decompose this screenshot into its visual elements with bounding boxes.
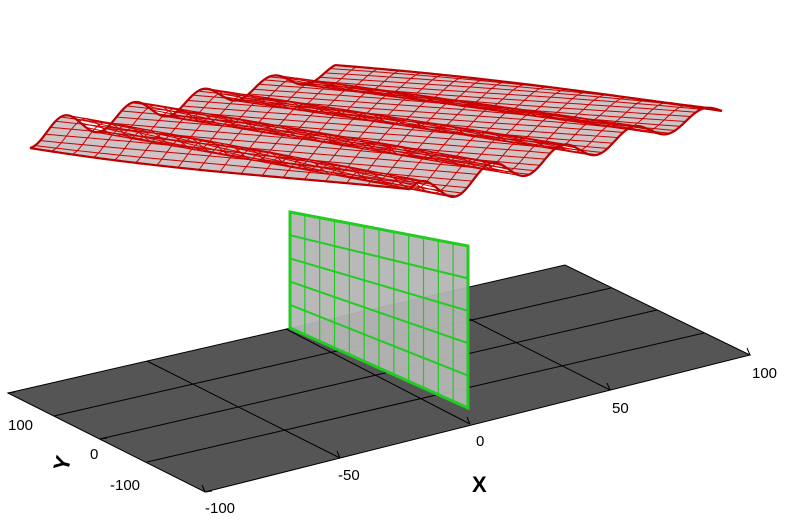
vertical-plane-mesh — [289, 214, 469, 402]
x-tick-label: -50 — [338, 467, 360, 484]
x-tick-label: 0 — [476, 433, 484, 450]
ground-grid-line — [146, 332, 705, 463]
ground-grid-line — [285, 328, 471, 425]
vertical-mesh-line — [289, 234, 469, 280]
surface-mesh-line — [309, 83, 697, 113]
ground-tick-marks — [7, 347, 751, 493]
surface-mesh-line — [243, 97, 629, 130]
ground-grid — [53, 287, 705, 463]
surface-edge — [29, 146, 411, 191]
surface-mesh-line — [319, 76, 707, 109]
vertical-mesh-line — [289, 280, 469, 345]
surface-mesh-line — [248, 93, 634, 127]
surface-mesh-line — [141, 102, 525, 177]
x-tick-mark — [336, 450, 341, 459]
surface-mesh-line — [314, 80, 702, 110]
surface-mesh-line — [90, 130, 473, 182]
surface-mesh-line — [299, 83, 686, 122]
x-tick-label: 100 — [752, 365, 777, 382]
x-axis-title: X — [472, 472, 487, 497]
surface-mesh-line — [65, 114, 447, 196]
surface-edge — [334, 63, 723, 113]
x-tick-mark — [606, 382, 611, 391]
surface-edge — [409, 106, 723, 198]
surface-mesh-line — [304, 84, 691, 118]
surface-mesh-line — [167, 115, 551, 154]
surface-mesh-line — [172, 114, 556, 149]
x-tick-mark — [746, 347, 751, 356]
vertical-plane — [288, 210, 470, 411]
y-tick-mark — [99, 437, 108, 440]
vertical-mesh-line — [289, 303, 469, 377]
surface-mesh-line — [101, 131, 483, 169]
x-tick-mark — [466, 416, 471, 425]
ground-grid-line — [146, 360, 341, 459]
y-tick-label: -100 — [110, 477, 140, 494]
surface-mesh-line — [96, 131, 478, 175]
y-axis-tick-labels: -100 0 100 — [8, 417, 140, 494]
vertical-mesh-line — [289, 257, 469, 312]
x-tick-label: -100 — [205, 500, 235, 517]
wavy-surface-mesh — [29, 64, 723, 198]
surface-mesh-line — [273, 74, 660, 135]
y-tick-mark — [7, 391, 16, 394]
surface-mesh-line — [162, 115, 546, 160]
wavy-surface — [29, 63, 723, 198]
surface-mesh-line — [228, 98, 613, 144]
x-axis-tick-labels: -100 -50 0 50 100 — [205, 365, 777, 517]
y-tick-mark — [204, 490, 213, 493]
surface-mesh-line — [233, 100, 619, 139]
x-tick-mark — [201, 484, 206, 493]
ground-grid-line — [99, 309, 658, 440]
surface-mesh-line — [238, 99, 624, 133]
surface-mesh-line — [75, 118, 457, 197]
ground-grid-line — [53, 287, 612, 417]
x-tick-label: 50 — [612, 400, 629, 417]
wavy-surface-outline — [29, 63, 723, 198]
y-tick-label: 0 — [90, 446, 98, 463]
y-tick-label: 100 — [8, 417, 33, 434]
surface-mesh-line — [60, 116, 442, 193]
surface-edge — [29, 64, 336, 150]
y-axis-title: Y — [48, 453, 76, 474]
surface-mesh-line — [197, 90, 582, 152]
